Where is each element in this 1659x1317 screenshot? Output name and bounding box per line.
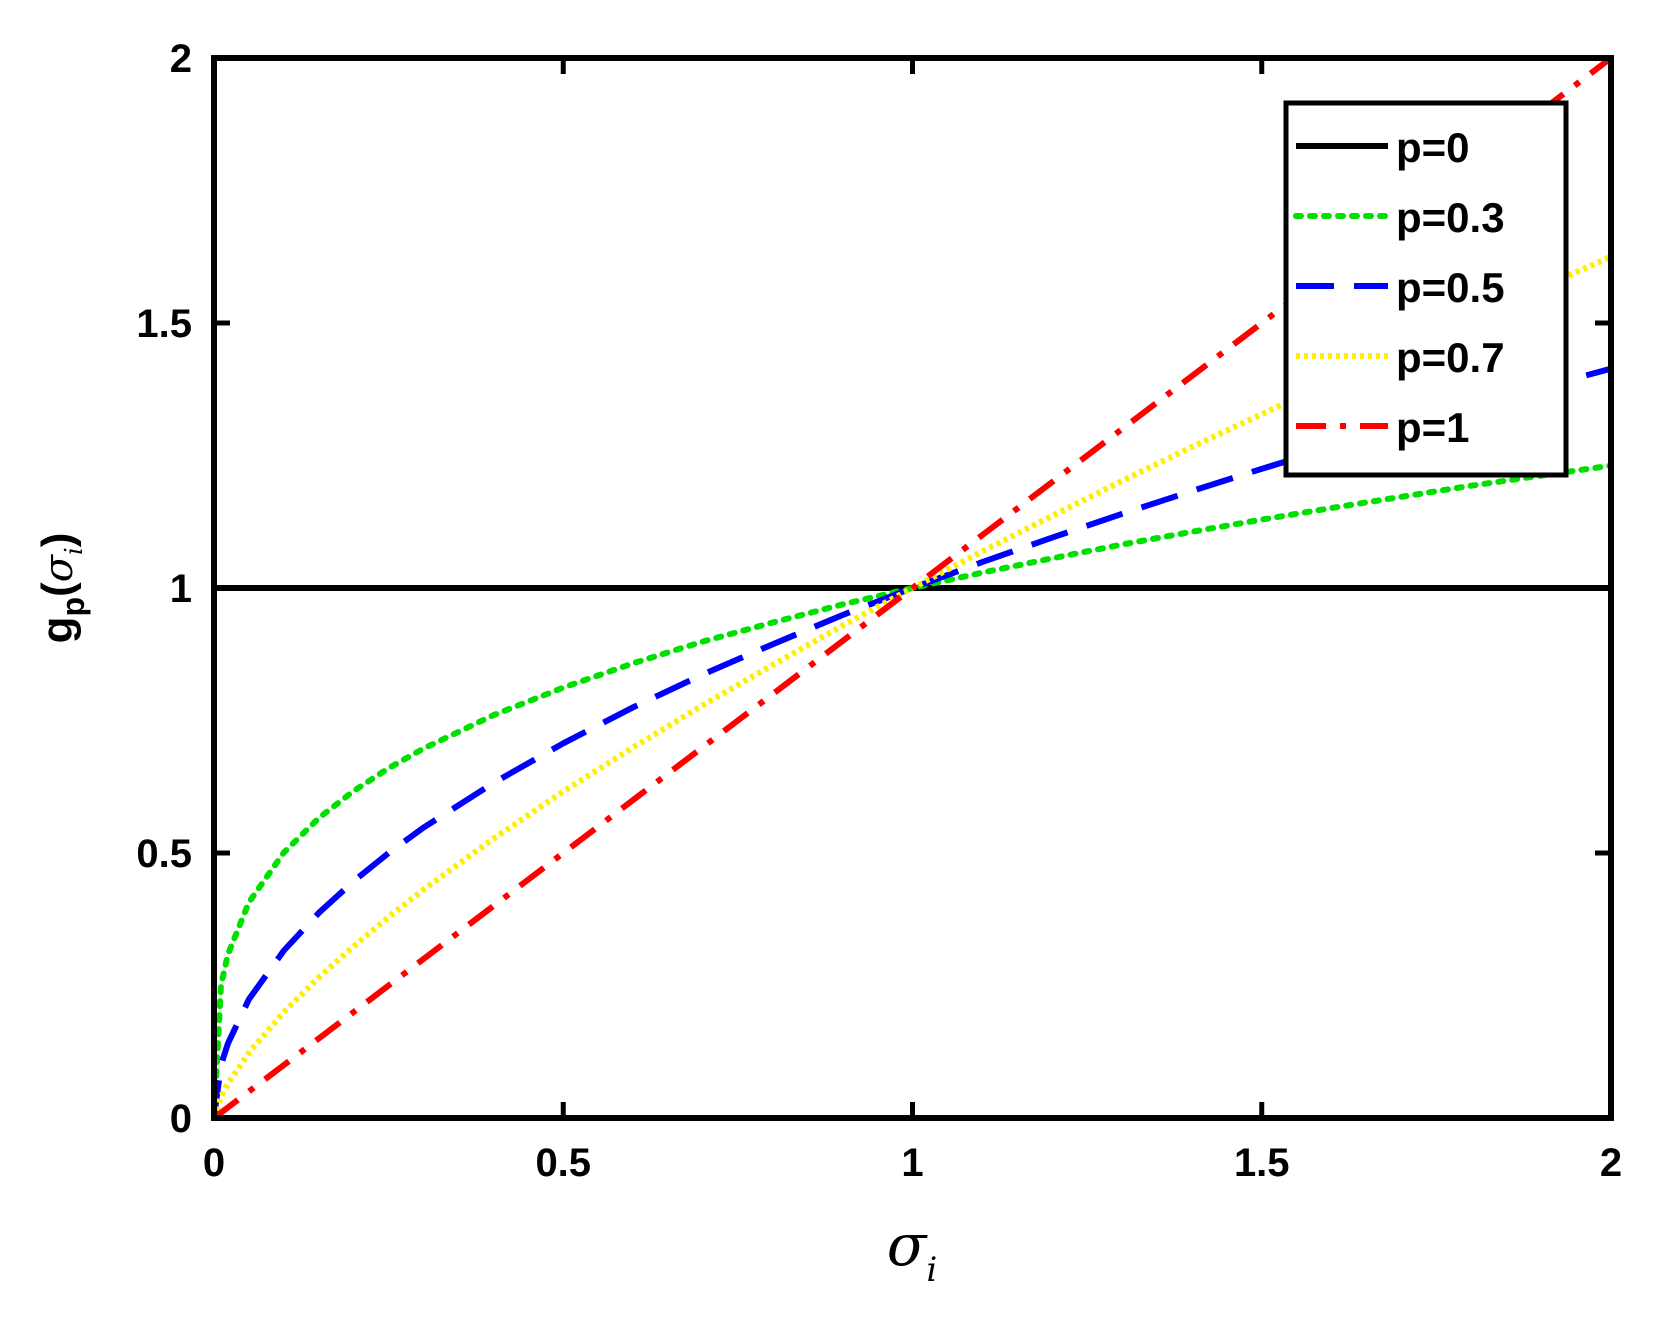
y-axis-label: gp(σi) [33, 533, 91, 644]
x-tick-label: 1.5 [1234, 1141, 1290, 1185]
series-line-p-0-3 [214, 462, 1611, 1118]
y-tick-label: 0 [170, 1097, 192, 1141]
y-tick-label: 0.5 [136, 832, 192, 876]
series-line-p-0-7 [214, 254, 1611, 1118]
legend-label: p=0.5 [1396, 264, 1505, 311]
legend-label: p=1 [1396, 404, 1470, 451]
y-tick-label: 1 [170, 567, 192, 611]
y-tick-label: 1.5 [136, 302, 192, 346]
x-axis-label: σi [887, 1211, 937, 1290]
x-tick-label: 2 [1600, 1141, 1622, 1185]
y-tick-label: 2 [170, 37, 192, 81]
legend: p=0 p=0.3 p=0.5 p=0.7 p=1 [1283, 100, 1569, 478]
legend-label: p=0.7 [1396, 334, 1505, 381]
tick-layer: 0 0.5 1 1.5 2 0 0.5 1 1.5 2 [136, 37, 1622, 1185]
x-tick-label: 0.5 [535, 1141, 591, 1185]
x-tick-label: 1 [901, 1141, 923, 1185]
x-tick-label: 0 [203, 1141, 225, 1185]
legend-label: p=0 [1396, 124, 1470, 171]
legend-label: p=0.3 [1396, 194, 1505, 241]
